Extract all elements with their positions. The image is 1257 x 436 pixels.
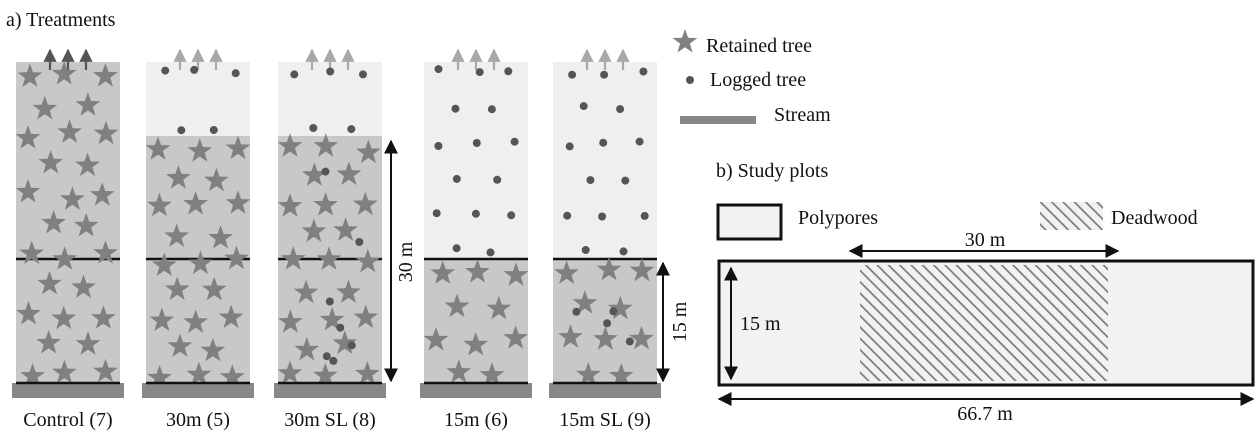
logged-tree-icon: [619, 247, 628, 256]
logged-tree-icon: [177, 126, 186, 135]
treatment-columns: Control (7) 30m (5) 30m SL (8) 15m (6) 15m S…: [12, 48, 661, 431]
logged-tree-icon: [616, 105, 625, 114]
legend-logged-label: Logged tree: [710, 69, 806, 91]
treatment-label: 30m SL (8): [284, 409, 375, 431]
logged-tree-icon: [586, 176, 595, 185]
treatment-column: 15m SL (9): [549, 48, 661, 431]
treatment-column: 15m (6): [420, 48, 532, 431]
logged-tree-icon: [603, 319, 612, 328]
logged-tree-icon: [190, 65, 199, 74]
legend-dot-icon: [686, 76, 694, 84]
legend-star-icon: [672, 29, 698, 53]
dim-15m-plot-label: 15 m: [740, 313, 781, 335]
panel-b-title: b) Study plots: [716, 160, 828, 182]
panel-b-legend: Polypores Deadwood: [716, 202, 1198, 241]
logged-tree-icon: [581, 246, 590, 254]
treatment-column: 30m (5): [142, 48, 254, 431]
logged-tree-icon: [599, 138, 608, 147]
logged-tree-icon: [579, 102, 588, 111]
logged-tree-icon: [635, 137, 644, 146]
dimension-15m: 15 m: [656, 261, 691, 383]
stream-bar: [12, 383, 124, 398]
logged-tree-icon: [452, 174, 461, 183]
treatment-label: 15m (6): [444, 409, 508, 431]
stream-bar: [549, 383, 661, 398]
logged-tree-icon: [231, 69, 240, 78]
logged-tree-icon: [347, 125, 356, 134]
logged-tree-icon: [325, 297, 334, 306]
logged-tree-icon: [510, 137, 519, 146]
dim-15m-label: 15 m: [669, 301, 691, 342]
legend-stream-icon: [680, 116, 756, 124]
logged-tree-icon: [598, 212, 607, 221]
logged-tree-icon: [504, 67, 513, 76]
deadwood-plot-rect: [860, 265, 1108, 381]
logged-tree-icon: [640, 211, 649, 220]
logged-tree-icon: [434, 142, 443, 150]
logged-zone: [424, 62, 528, 259]
stream-bar: [420, 383, 532, 398]
logged-tree-icon: [309, 124, 318, 132]
logged-tree-icon: [572, 307, 581, 316]
legend-stream-label: Stream: [774, 104, 831, 126]
logged-tree-icon: [336, 323, 345, 332]
logged-tree-icon: [609, 307, 618, 316]
treatment-label: 15m SL (9): [559, 409, 650, 431]
logged-tree-icon: [600, 70, 609, 79]
treatment-label: Control (7): [23, 409, 112, 431]
logged-tree-icon: [329, 356, 338, 365]
logged-tree-icon: [621, 176, 630, 185]
logged-tree-icon: [321, 167, 330, 176]
deadwood-label: Deadwood: [1111, 207, 1198, 229]
dim-30m-plot-label: 30 m: [965, 229, 1006, 251]
logged-tree-icon: [355, 238, 364, 246]
legend: Retained tree Logged tree Stream: [672, 29, 831, 126]
panel-a-title: a) Treatments: [6, 9, 116, 31]
deadwood-swatch: [1040, 202, 1103, 230]
logged-zone: [553, 62, 657, 259]
treatment-column: Control (7): [12, 48, 124, 431]
logged-tree-icon: [487, 105, 496, 114]
stream-bar: [274, 383, 386, 398]
logged-tree-icon: [452, 244, 461, 253]
legend-retained-label: Retained tree: [706, 35, 812, 57]
logged-tree-icon: [563, 211, 572, 220]
study-plot: 30 m 15 m 66.7 m: [717, 229, 1255, 425]
logged-tree-icon: [639, 67, 648, 76]
logged-tree-icon: [565, 142, 574, 151]
logged-tree-icon: [568, 70, 577, 79]
logged-tree-icon: [161, 66, 170, 75]
logged-tree-icon: [472, 139, 481, 147]
logged-tree-icon: [475, 68, 484, 77]
logged-tree-icon: [451, 104, 460, 113]
dimension-30m: 30 m: [384, 139, 417, 383]
retained-zone: [16, 62, 120, 383]
logged-tree-icon: [209, 126, 218, 134]
polypores-swatch: [716, 203, 783, 241]
logged-tree-icon: [471, 209, 480, 218]
treatment-column: 30m SL (8): [274, 48, 386, 431]
logged-tree-icon: [326, 67, 335, 76]
logged-tree-icon: [322, 352, 331, 361]
dim-30m-label: 30 m: [395, 241, 417, 282]
logged-tree-icon: [493, 175, 502, 184]
logged-tree-icon: [625, 337, 634, 346]
stream-bar: [142, 383, 254, 398]
treatment-label: 30m (5): [166, 409, 230, 431]
logged-tree-icon: [290, 70, 299, 79]
logged-tree-icon: [432, 209, 441, 218]
polypores-label: Polypores: [798, 207, 878, 229]
logged-tree-icon: [347, 341, 356, 350]
logged-tree-icon: [486, 248, 495, 257]
logged-tree-icon: [434, 65, 443, 74]
dim-total-label: 66.7 m: [957, 403, 1013, 425]
logged-tree-icon: [507, 211, 516, 220]
logged-tree-icon: [359, 70, 367, 79]
